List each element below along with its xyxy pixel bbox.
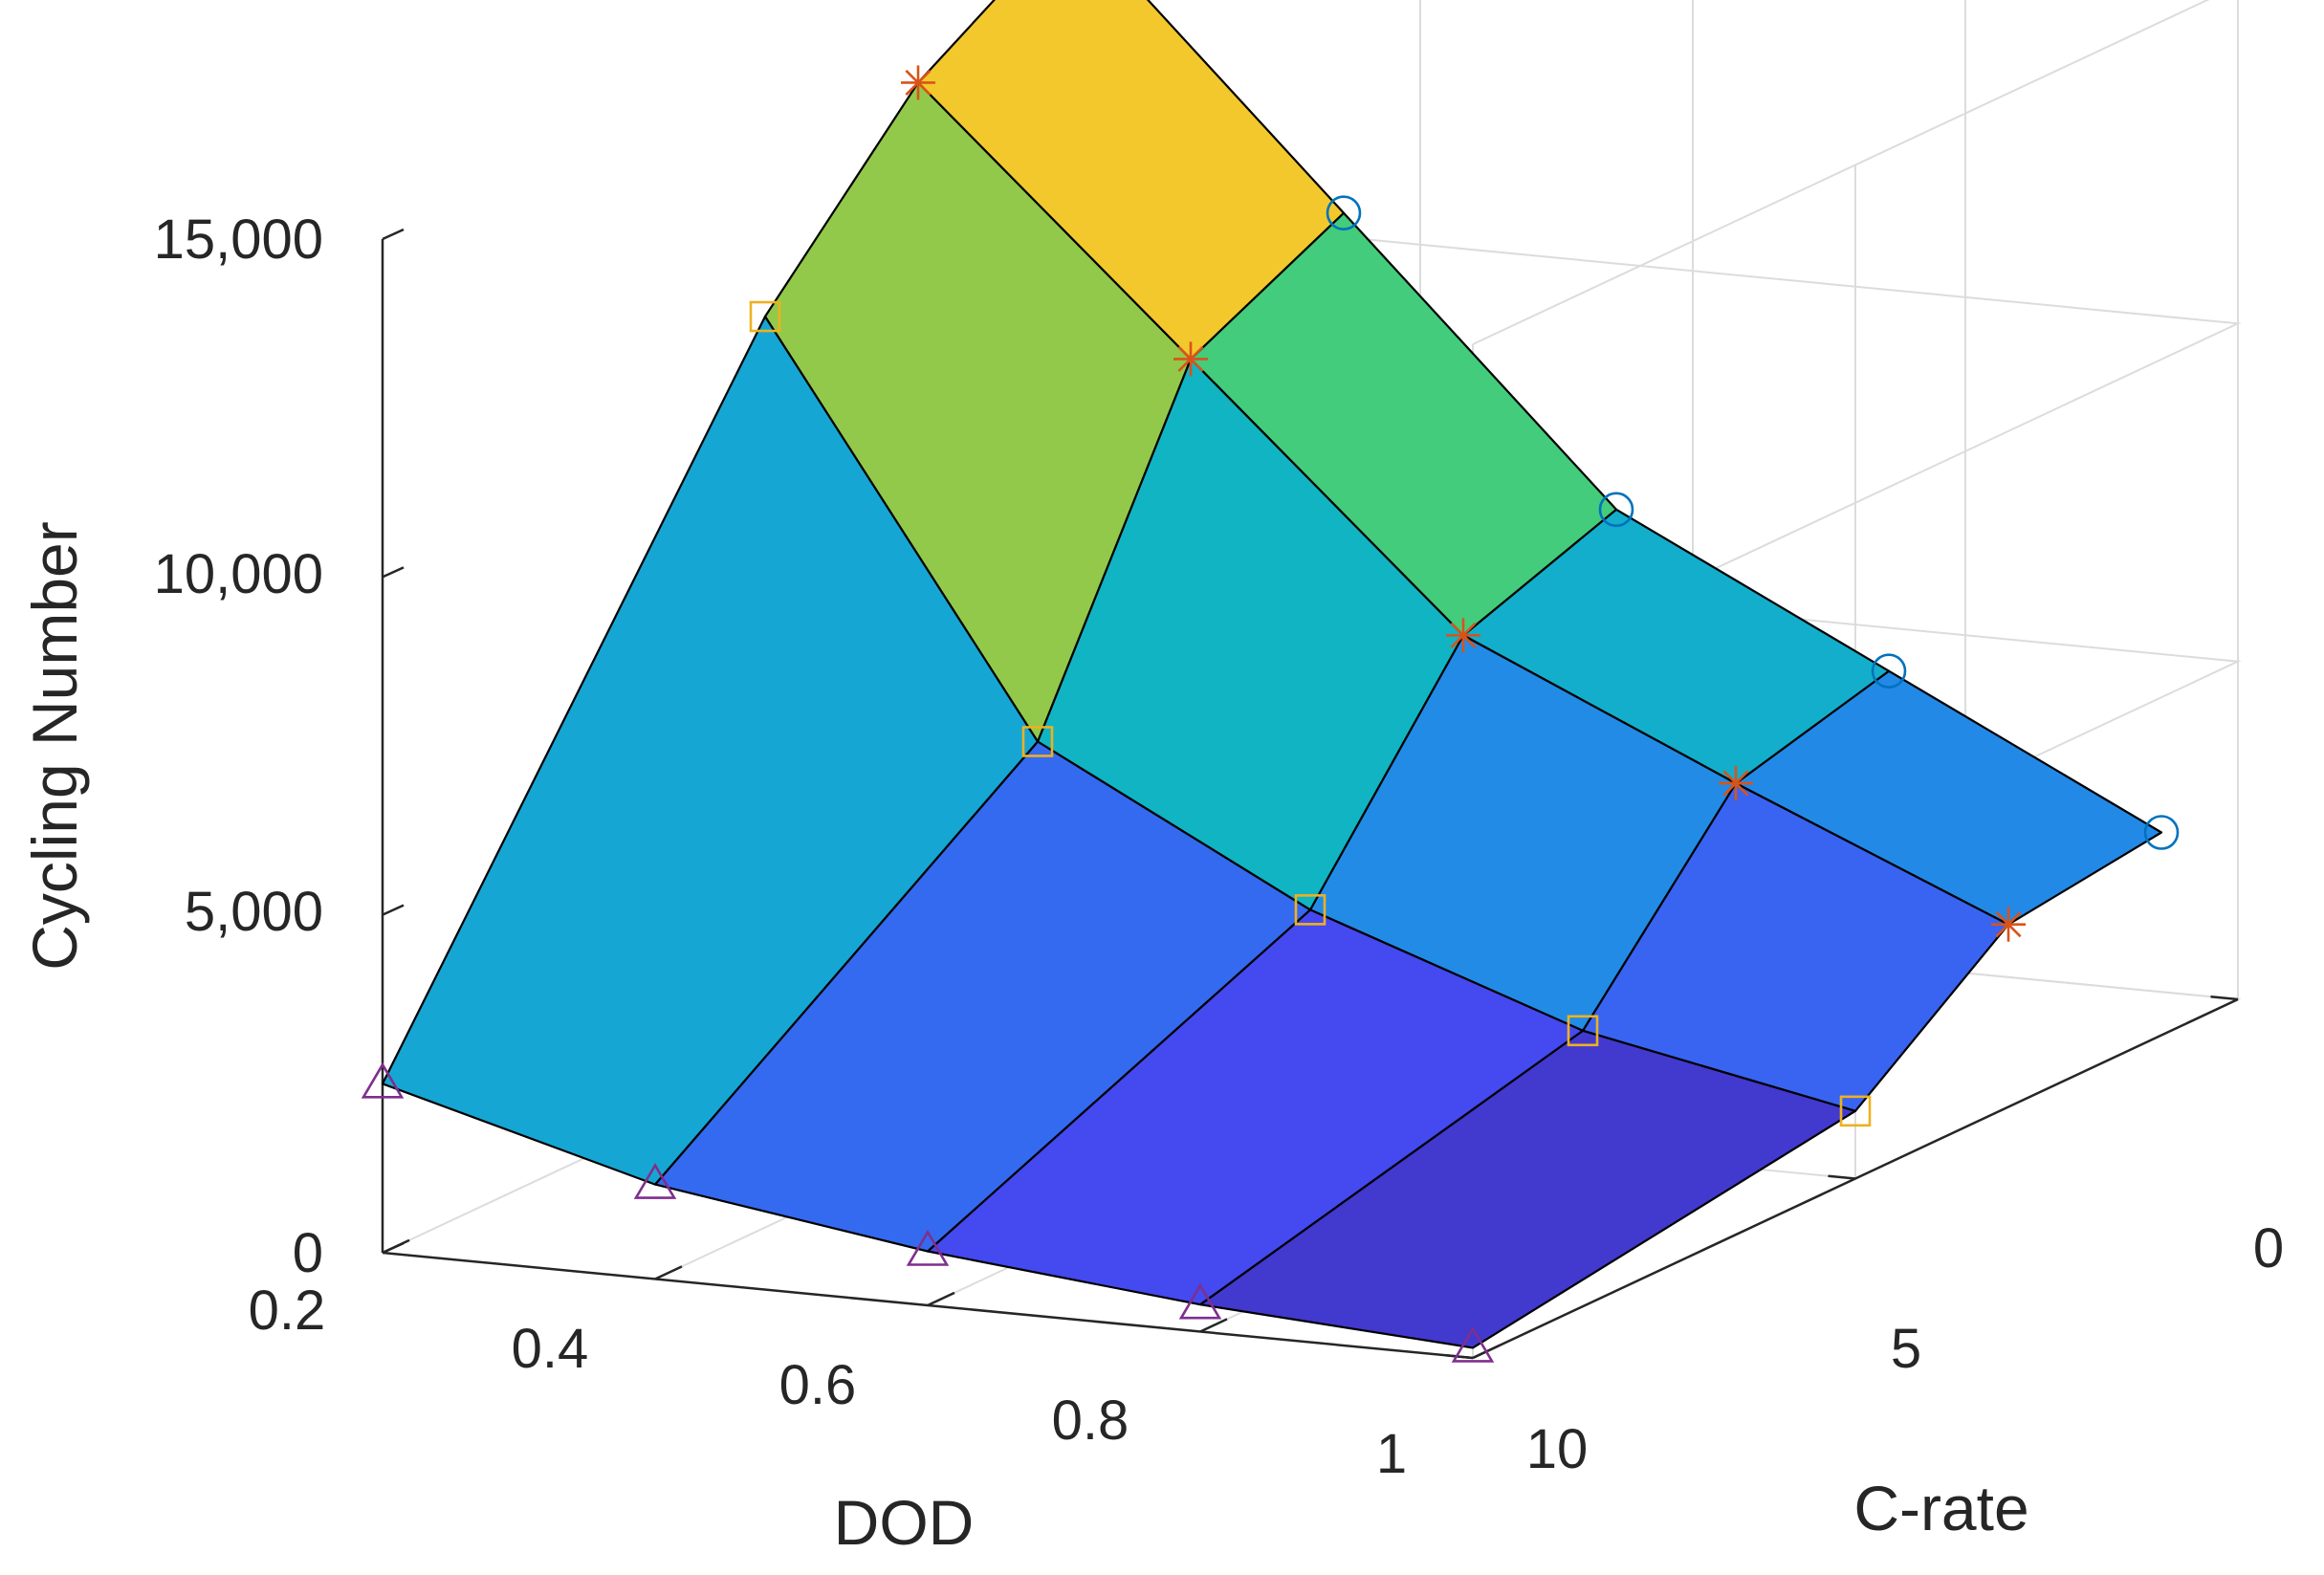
z-tick-label: 5,000 — [185, 881, 323, 943]
asterisk-stroke — [1177, 345, 1204, 372]
z-tick-label: 10,000 — [154, 543, 323, 605]
z-tick — [382, 566, 405, 579]
marker-triangle — [1451, 1325, 1495, 1363]
surface — [381, 0, 2163, 1349]
y-tick — [1828, 1174, 1856, 1180]
x-tick-label: 0.2 — [249, 1280, 326, 1342]
marker-circle — [1326, 195, 1362, 230]
asterisk-stroke — [1722, 770, 1749, 797]
marker-square — [1294, 894, 1326, 926]
marker-square — [1839, 1095, 1872, 1127]
x-axis-label: DOD — [834, 1487, 975, 1558]
z-tick-label: 0 — [293, 1222, 323, 1284]
z-tick-label: 15,000 — [154, 208, 323, 271]
z-tick — [382, 904, 405, 916]
marker-square — [1567, 1015, 1599, 1047]
y-tick-label: 10 — [1526, 1418, 1589, 1480]
y-tick-label: 5 — [1891, 1318, 1921, 1380]
marker-triangle — [1178, 1282, 1222, 1320]
x-tick-label: 0.4 — [512, 1318, 589, 1380]
z-tick — [382, 1241, 405, 1255]
y-axis-label: C-rate — [1853, 1473, 2028, 1543]
marker-circle — [1598, 492, 1634, 528]
markers — [361, 65, 2180, 1363]
asterisk-stroke — [1450, 622, 1477, 648]
marker-circle — [1871, 653, 1907, 689]
marker-square — [1021, 726, 1054, 757]
x-tick — [927, 1291, 955, 1307]
z-tick — [382, 228, 405, 241]
surface-patch — [381, 315, 1040, 1186]
asterisk-stroke — [905, 69, 932, 96]
marker-asterisk — [1719, 766, 1753, 801]
marker-asterisk — [1446, 618, 1480, 653]
marker-circle — [2143, 815, 2180, 850]
marker-triangle — [361, 1061, 405, 1099]
x-tick-label: 0.6 — [779, 1354, 857, 1416]
marker-asterisk — [1173, 341, 1208, 377]
marker-triangle — [633, 1163, 677, 1199]
x-tick-label: 1 — [1376, 1423, 1407, 1485]
marker-triangle — [906, 1229, 950, 1266]
tick-labels: 0.2 0.4 0.6 0.8 1 0 5 10 0 5,000 10,000 … — [154, 208, 2285, 1485]
y-tick — [2210, 995, 2239, 1001]
marker-square — [749, 300, 781, 333]
marker-asterisk — [1991, 907, 2026, 942]
y-tick-label: 0 — [2253, 1217, 2284, 1280]
y-tick — [1445, 1354, 1474, 1360]
z-gridline — [1472, 0, 2210, 345]
z-axis-label: Cycling Number — [19, 521, 90, 970]
marker-asterisk — [901, 65, 935, 100]
x-tick — [1199, 1318, 1228, 1333]
x-tick — [654, 1265, 683, 1280]
x-tick-label: 0.8 — [1052, 1389, 1129, 1452]
asterisk-stroke — [1995, 911, 2022, 938]
